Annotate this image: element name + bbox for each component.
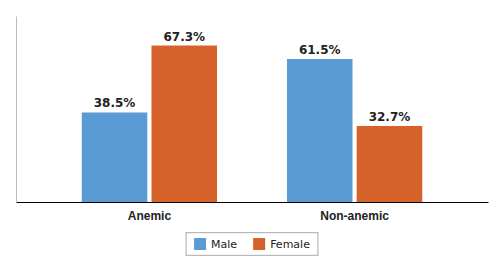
legend-label: Female — [270, 238, 310, 251]
bars — [82, 46, 423, 202]
bar — [287, 59, 353, 202]
x-tick-label: Non-anemic — [320, 209, 389, 223]
chart: 38.5%61.5%67.3%32.7%AnemicNon-anemicMale… — [0, 0, 500, 268]
legend-swatch — [194, 238, 206, 250]
legend-swatch — [253, 238, 265, 250]
bar — [151, 46, 217, 202]
x-axis: Anemic Non-anemic — [17, 203, 489, 223]
legend: Male Female — [186, 233, 318, 256]
x-tick: Non-anemic — [320, 209, 389, 223]
bar — [82, 112, 148, 202]
bar — [357, 126, 423, 202]
data-labels: 38.5% 61.5% 67.3% 32.7% — [94, 30, 411, 124]
data-label: 61.5% — [299, 43, 341, 57]
x-tick: Anemic — [128, 209, 172, 223]
legend-frame — [186, 233, 318, 256]
plot: 38.5% 61.5% 67.3% 32.7% Anemic Non-anemic — [17, 17, 489, 223]
x-axis-line — [17, 202, 489, 203]
data-label: 67.3% — [163, 30, 205, 44]
y-axis — [16, 17, 17, 203]
x-tick-label: Anemic — [128, 209, 172, 223]
data-label: 32.7% — [369, 110, 411, 124]
data-label: 38.5% — [94, 96, 136, 110]
legend-item: Female — [253, 238, 310, 251]
legend-item: Male — [194, 238, 237, 251]
legend-label: Male — [211, 238, 237, 251]
y-axis-line — [16, 17, 17, 203]
